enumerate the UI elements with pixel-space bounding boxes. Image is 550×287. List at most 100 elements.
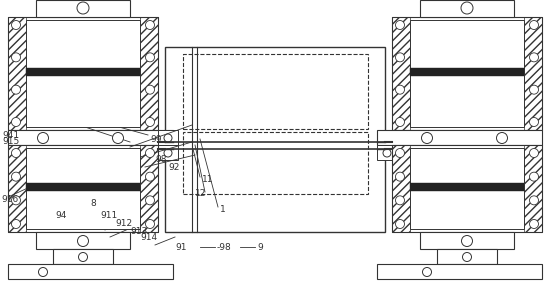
Circle shape <box>77 2 89 14</box>
Circle shape <box>530 20 538 30</box>
Bar <box>183 132 368 194</box>
Text: 914: 914 <box>140 234 157 243</box>
Text: 915: 915 <box>2 137 19 146</box>
Circle shape <box>497 133 508 144</box>
Bar <box>377 264 542 279</box>
Bar <box>8 145 26 232</box>
Circle shape <box>530 148 538 158</box>
Text: 1: 1 <box>220 205 225 214</box>
Bar <box>392 145 542 232</box>
Bar <box>36 0 130 17</box>
Circle shape <box>530 172 538 181</box>
Circle shape <box>395 172 404 181</box>
Circle shape <box>395 85 404 94</box>
Bar <box>8 145 158 232</box>
Text: 92: 92 <box>168 162 179 172</box>
Text: 9: 9 <box>257 243 263 251</box>
Circle shape <box>113 133 124 144</box>
Text: 99: 99 <box>150 135 162 144</box>
Circle shape <box>383 149 391 157</box>
Circle shape <box>164 134 172 142</box>
Circle shape <box>37 133 48 144</box>
Circle shape <box>395 117 404 127</box>
Circle shape <box>395 53 404 62</box>
Bar <box>53 249 113 264</box>
Text: 98: 98 <box>155 154 167 164</box>
Bar <box>410 183 524 191</box>
Text: 11: 11 <box>202 174 213 183</box>
Bar <box>140 145 158 232</box>
Circle shape <box>395 220 404 228</box>
Bar <box>158 130 178 145</box>
Circle shape <box>530 53 538 62</box>
Circle shape <box>146 20 155 30</box>
Circle shape <box>421 133 432 144</box>
Bar <box>183 54 368 129</box>
Circle shape <box>530 220 538 228</box>
Bar <box>524 145 542 232</box>
Text: 913: 913 <box>130 226 147 236</box>
Circle shape <box>12 172 20 181</box>
Circle shape <box>146 220 155 228</box>
Bar <box>524 17 542 130</box>
Circle shape <box>395 148 404 158</box>
Bar <box>70 130 88 158</box>
Bar <box>462 130 480 158</box>
Circle shape <box>530 117 538 127</box>
Bar <box>377 130 542 145</box>
Bar <box>8 264 173 279</box>
Circle shape <box>422 267 432 276</box>
Circle shape <box>530 196 538 205</box>
Circle shape <box>164 149 172 157</box>
Bar <box>26 183 140 191</box>
Bar <box>410 68 524 76</box>
Bar <box>392 17 542 130</box>
Bar <box>420 232 514 249</box>
Bar <box>140 17 158 130</box>
Bar <box>377 145 397 160</box>
Bar <box>8 17 26 130</box>
Circle shape <box>461 2 473 14</box>
Circle shape <box>146 53 155 62</box>
Circle shape <box>146 172 155 181</box>
Circle shape <box>12 196 20 205</box>
Circle shape <box>395 20 404 30</box>
Circle shape <box>39 267 47 276</box>
Bar <box>8 130 173 145</box>
Bar <box>26 148 140 229</box>
Bar <box>26 68 140 76</box>
Bar <box>36 232 130 249</box>
Circle shape <box>146 148 155 158</box>
Circle shape <box>12 220 20 228</box>
Text: 912: 912 <box>115 220 132 228</box>
Bar <box>158 145 178 160</box>
Circle shape <box>395 196 404 205</box>
Text: 941: 941 <box>2 131 19 139</box>
Circle shape <box>530 85 538 94</box>
Bar <box>410 20 524 127</box>
Bar <box>437 249 497 264</box>
Bar <box>392 17 410 130</box>
Text: 94: 94 <box>55 210 67 220</box>
Circle shape <box>146 117 155 127</box>
Circle shape <box>12 148 20 158</box>
Circle shape <box>463 253 471 261</box>
Circle shape <box>78 236 89 247</box>
Circle shape <box>461 236 472 247</box>
Text: -98: -98 <box>217 243 232 251</box>
Text: 916: 916 <box>1 195 18 203</box>
Circle shape <box>12 53 20 62</box>
Text: 91: 91 <box>175 243 186 251</box>
Circle shape <box>12 20 20 30</box>
Text: 911: 911 <box>100 212 117 220</box>
Text: 12: 12 <box>195 189 206 199</box>
Circle shape <box>12 85 20 94</box>
Bar <box>410 148 524 229</box>
Circle shape <box>146 85 155 94</box>
Circle shape <box>12 117 20 127</box>
Text: 8: 8 <box>90 199 96 208</box>
Circle shape <box>146 196 155 205</box>
Circle shape <box>79 253 87 261</box>
Bar <box>420 0 514 17</box>
Bar <box>392 145 410 232</box>
